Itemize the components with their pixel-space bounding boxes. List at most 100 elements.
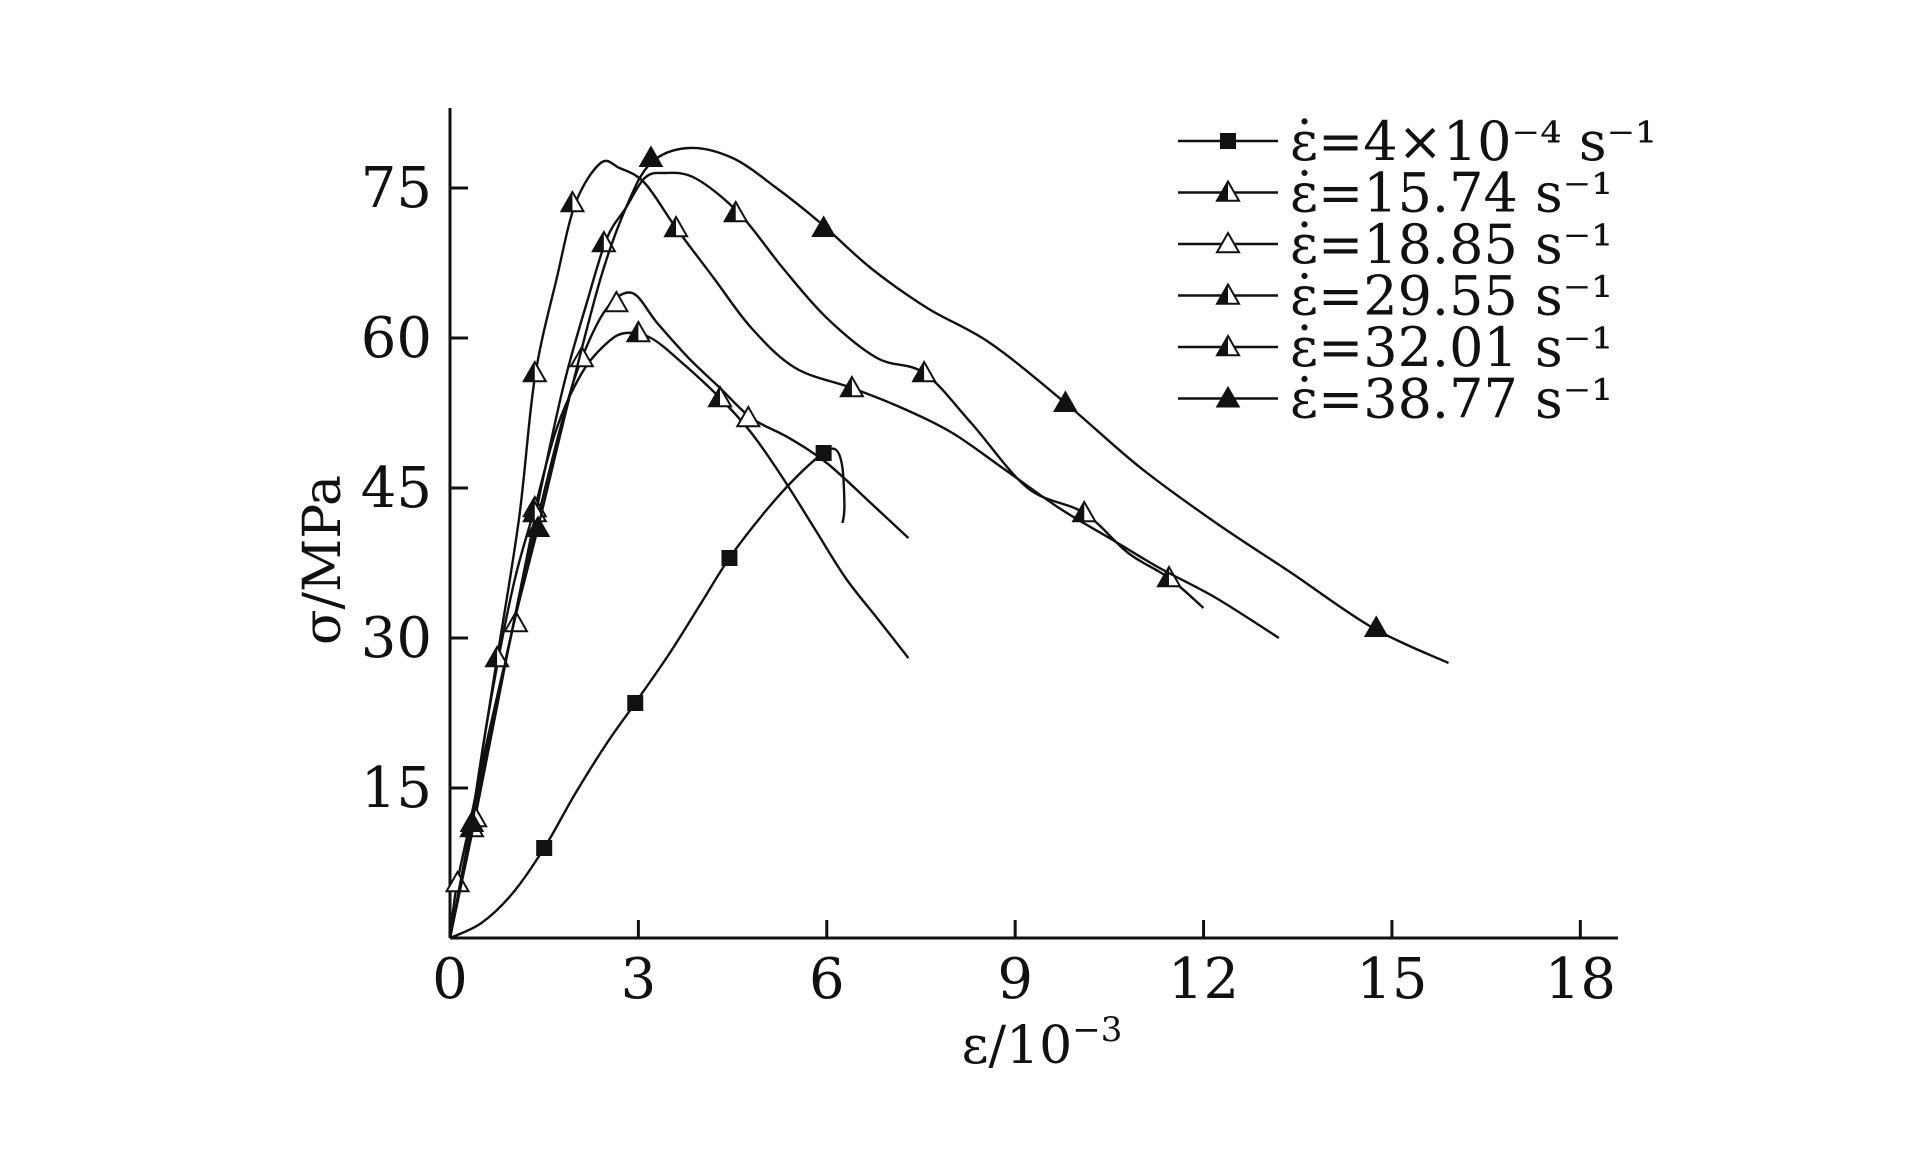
- legend-label: ε̇=32.01 s⁻¹: [1290, 316, 1613, 379]
- legend-marker: [1220, 133, 1236, 149]
- marker-shape: [459, 810, 485, 833]
- marker-shape: [811, 215, 837, 238]
- marker-half-fill: [592, 232, 604, 252]
- legend: ε̇=4×10⁻⁴ s⁻¹ε̇=15.74 s⁻¹ε̇=18.85 s⁻¹ε̇=…: [1178, 110, 1657, 431]
- marker-shape: [1215, 230, 1241, 254]
- marker-half-fill: [1217, 181, 1228, 201]
- data-point: [625, 319, 652, 343]
- x-tick-label: 3: [621, 947, 657, 1012]
- legend-entry-3: ε̇=18.85 s⁻¹: [1178, 213, 1613, 276]
- series-line: [448, 159, 1280, 939]
- y-axis-title: σ/MPa: [293, 475, 353, 645]
- x-tick-label: 6: [809, 947, 845, 1012]
- legend-entry-5: ε̇=32.01 s⁻¹: [1178, 316, 1613, 379]
- marker-half-fill: [523, 362, 535, 382]
- legend-marker: [1215, 179, 1241, 202]
- x-tick-label: 18: [1545, 947, 1616, 1012]
- marker-shape: [525, 515, 551, 538]
- marker-half-fill: [1217, 336, 1228, 356]
- marker-half-fill: [724, 202, 736, 222]
- data-point: [522, 359, 548, 383]
- y-tick-label: 30: [361, 606, 432, 671]
- data-point: [735, 404, 762, 428]
- x-tick-label: 0: [432, 947, 468, 1012]
- legend-entry-1: ε̇=4×10⁻⁴ s⁻¹: [1178, 110, 1657, 173]
- y-tick-label: 75: [361, 156, 432, 221]
- data-point: [591, 229, 617, 253]
- data-point: [1071, 499, 1097, 523]
- data-point: [722, 199, 749, 223]
- series-1: [449, 445, 846, 940]
- marker-half-fill: [840, 377, 852, 397]
- data-point: [525, 515, 551, 538]
- series-line: [448, 171, 1205, 939]
- data-point: [811, 215, 837, 238]
- marker-shape: [735, 404, 762, 428]
- marker-half-fill: [627, 322, 639, 342]
- legend-entry-4: ε̇=29.55 s⁻¹: [1178, 265, 1613, 328]
- data-point: [707, 384, 733, 408]
- data-point: [721, 550, 738, 566]
- marker-shape: [1363, 615, 1389, 638]
- data-point: [536, 840, 553, 856]
- legend-marker: [1215, 230, 1241, 254]
- x-tick-label: 12: [1168, 947, 1239, 1012]
- data-point: [559, 189, 586, 213]
- marker-half-fill: [665, 217, 677, 237]
- marker-half-fill: [561, 192, 573, 212]
- series-line: [448, 146, 1450, 939]
- data-point: [911, 359, 937, 383]
- legend-label: ε̇=4×10⁻⁴ s⁻¹: [1290, 110, 1657, 173]
- series-6: [448, 145, 1450, 939]
- series-line: [449, 447, 846, 940]
- marker-shape: [1215, 385, 1241, 408]
- series-line: [448, 331, 910, 939]
- series-5: [448, 159, 1280, 939]
- marker-shape: [1053, 390, 1078, 413]
- marker-half-fill: [709, 387, 721, 407]
- marker-shape: [503, 609, 529, 633]
- marker-half-fill: [1073, 502, 1085, 522]
- data-point: [1053, 390, 1078, 413]
- data-point: [663, 214, 689, 238]
- legend-label: ε̇=29.55 s⁻¹: [1290, 265, 1613, 328]
- marker-shape: [638, 145, 664, 168]
- marker-shape: [569, 344, 595, 368]
- axes: 0 3 6 9 12 15 18 15 30 45 60 75: [361, 108, 1618, 1012]
- legend-label: ε̇=18.85 s⁻¹: [1290, 213, 1613, 276]
- marker-half-fill: [1217, 284, 1228, 304]
- legend-label: ε̇=38.77 s⁻¹: [1290, 368, 1613, 431]
- x-axis-title-exponent: −3: [1072, 1010, 1122, 1050]
- series-4: [448, 171, 1205, 939]
- marker-half-fill: [486, 647, 498, 667]
- data-point: [503, 609, 529, 633]
- legend-marker: [1215, 385, 1241, 408]
- data-point: [569, 344, 595, 368]
- series-group: [444, 145, 1450, 940]
- data-point: [603, 289, 630, 313]
- legend-label: ε̇=15.74 s⁻¹: [1290, 162, 1613, 225]
- y-tick-label: 15: [361, 756, 432, 821]
- y-tick-label: 60: [361, 306, 432, 371]
- x-axis-title-main: ε/10: [962, 1016, 1073, 1076]
- x-tick-label: 15: [1356, 947, 1427, 1012]
- marker-half-fill: [913, 362, 925, 382]
- data-point: [839, 374, 865, 398]
- legend-marker: [1215, 333, 1241, 357]
- legend-entry-2: ε̇=15.74 s⁻¹: [1178, 162, 1613, 225]
- x-tick-label: 9: [997, 947, 1033, 1012]
- data-point: [638, 145, 664, 168]
- data-point: [815, 445, 832, 461]
- legend-entry-6: ε̇=38.77 s⁻¹: [1178, 368, 1613, 431]
- data-point: [459, 810, 485, 833]
- marker-half-fill: [523, 502, 535, 522]
- legend-marker: [1215, 282, 1241, 305]
- data-point: [484, 644, 510, 668]
- marker-shape: [603, 289, 630, 313]
- data-point: [627, 695, 644, 711]
- y-tick-label: 45: [361, 456, 432, 521]
- data-point: [1363, 615, 1389, 638]
- x-axis-title: ε/10−3: [962, 1010, 1123, 1076]
